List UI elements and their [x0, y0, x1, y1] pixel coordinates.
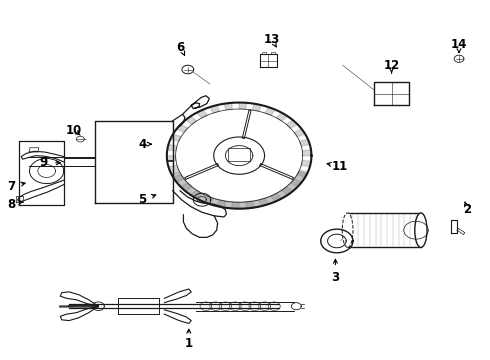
- Polygon shape: [224, 103, 232, 110]
- Text: 13: 13: [264, 33, 280, 46]
- Polygon shape: [286, 120, 297, 128]
- Text: 10: 10: [66, 124, 82, 137]
- Text: 4: 4: [138, 138, 147, 150]
- Polygon shape: [185, 116, 196, 125]
- Text: 11: 11: [332, 160, 348, 173]
- Polygon shape: [167, 156, 176, 161]
- Text: 8: 8: [7, 198, 16, 211]
- Text: 6: 6: [176, 41, 185, 54]
- Polygon shape: [299, 139, 310, 146]
- Polygon shape: [203, 196, 213, 204]
- Polygon shape: [301, 161, 311, 167]
- Ellipse shape: [415, 213, 427, 247]
- Text: 2: 2: [463, 203, 471, 216]
- Text: 3: 3: [331, 271, 340, 284]
- Text: 5: 5: [138, 193, 147, 206]
- Polygon shape: [173, 175, 184, 182]
- Text: 14: 14: [451, 38, 467, 51]
- Polygon shape: [191, 190, 202, 199]
- Polygon shape: [276, 113, 288, 121]
- Ellipse shape: [342, 213, 353, 247]
- Polygon shape: [217, 200, 226, 207]
- Text: 7: 7: [7, 180, 16, 193]
- Polygon shape: [169, 165, 179, 172]
- Polygon shape: [246, 201, 254, 208]
- Polygon shape: [271, 193, 282, 202]
- Polygon shape: [294, 129, 305, 137]
- Polygon shape: [167, 145, 177, 151]
- Polygon shape: [232, 202, 239, 209]
- Polygon shape: [282, 187, 293, 195]
- Polygon shape: [181, 183, 192, 191]
- Text: 12: 12: [384, 59, 400, 72]
- Polygon shape: [302, 150, 312, 156]
- Polygon shape: [291, 179, 302, 187]
- Polygon shape: [176, 125, 188, 132]
- Text: 1: 1: [185, 337, 193, 350]
- Polygon shape: [252, 104, 262, 111]
- Polygon shape: [196, 110, 207, 118]
- Polygon shape: [259, 198, 269, 206]
- Polygon shape: [239, 103, 246, 109]
- Polygon shape: [171, 134, 181, 141]
- Polygon shape: [210, 105, 220, 113]
- Polygon shape: [265, 107, 275, 115]
- Polygon shape: [297, 170, 308, 177]
- Text: 9: 9: [40, 156, 48, 169]
- Polygon shape: [171, 172, 307, 209]
